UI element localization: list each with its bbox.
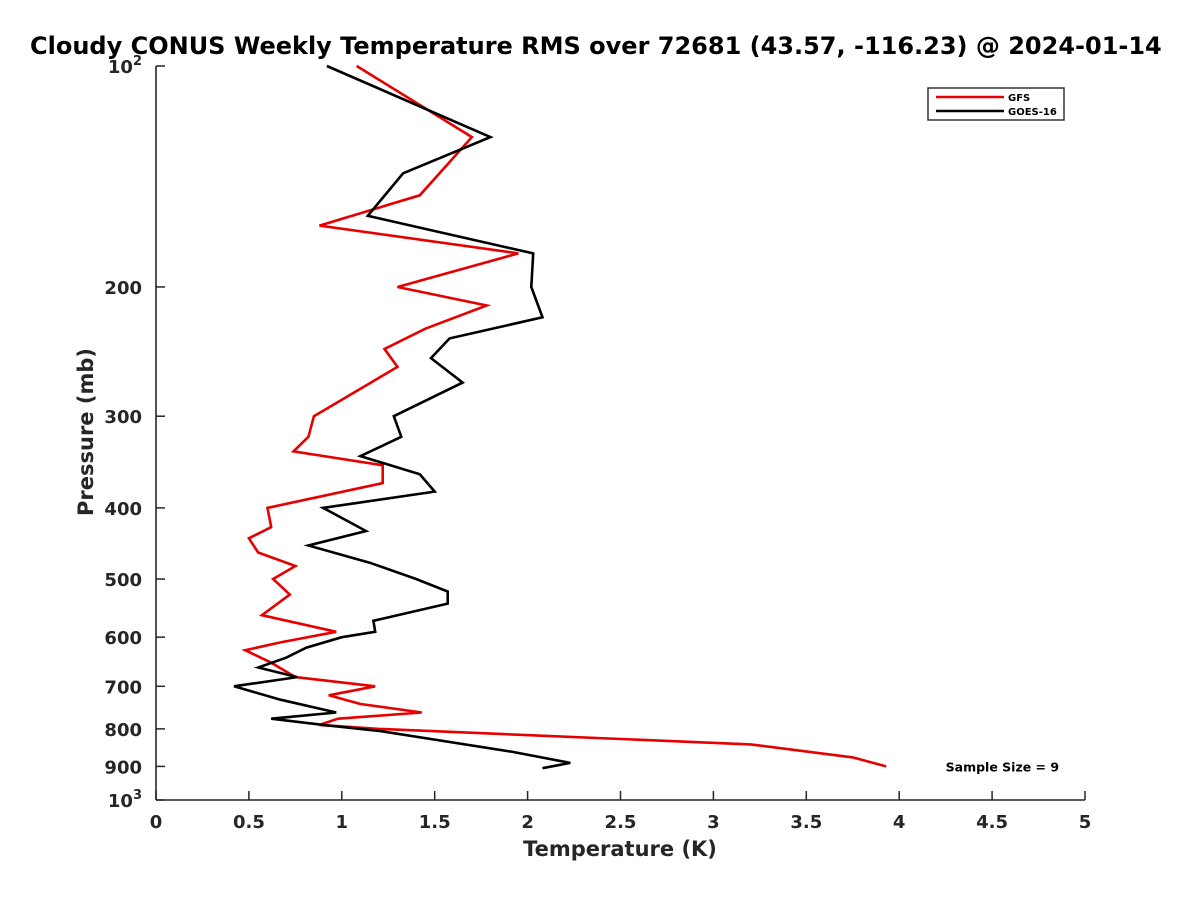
legend-label: GOES-16 (1008, 107, 1057, 118)
x-axis-label: Temperature (K) (523, 837, 717, 861)
plot-lines (233, 64, 887, 770)
x-tick-label: 4 (893, 812, 906, 833)
x-tick-label: 3.5 (790, 812, 822, 833)
y-tick-label: 400 (104, 499, 142, 520)
y-axis-label: Pressure (mb) (74, 348, 98, 516)
y-tick-label: 600 (104, 628, 142, 649)
x-tick-label: 4.5 (976, 812, 1008, 833)
legend-label: GFS (1008, 93, 1030, 104)
x-tick-label: 0 (150, 812, 163, 833)
y-tick-label: 800 (104, 720, 142, 741)
y-tick-label: 300 (104, 407, 142, 428)
series-line-goes-16 (233, 64, 571, 770)
y-tick-label: 500 (104, 570, 142, 591)
x-tick-label: 2.5 (605, 812, 637, 833)
sample-size-annotation: Sample Size = 9 (946, 759, 1059, 774)
x-tick-label: 2 (521, 812, 534, 833)
x-tick-label: 1 (336, 812, 349, 833)
legend-box (927, 87, 1065, 121)
y-tick-label: 102 (108, 54, 142, 78)
x-tick-label: 0.5 (233, 812, 265, 833)
series-line-gfs (241, 64, 887, 768)
y-tick-label: 900 (104, 757, 142, 778)
y-tick-label: 200 (104, 278, 142, 299)
x-tick-label: 5 (1079, 812, 1092, 833)
x-tick-label: 3 (707, 812, 720, 833)
legend: GFS GOES-16 (927, 87, 1065, 121)
annotations: Sample Size = 9 (946, 759, 1059, 774)
y-tick-label: 700 (104, 677, 142, 698)
y-tick-label: 103 (108, 788, 142, 812)
chart-title: Cloudy CONUS Weekly Temperature RMS over… (30, 32, 1162, 60)
x-tick-label: 1.5 (419, 812, 451, 833)
axes: 0 0.5 1 1.5 2 2.5 3 3.5 4 4.5 5 102 200 300 400 500 600 7… (104, 54, 1091, 833)
